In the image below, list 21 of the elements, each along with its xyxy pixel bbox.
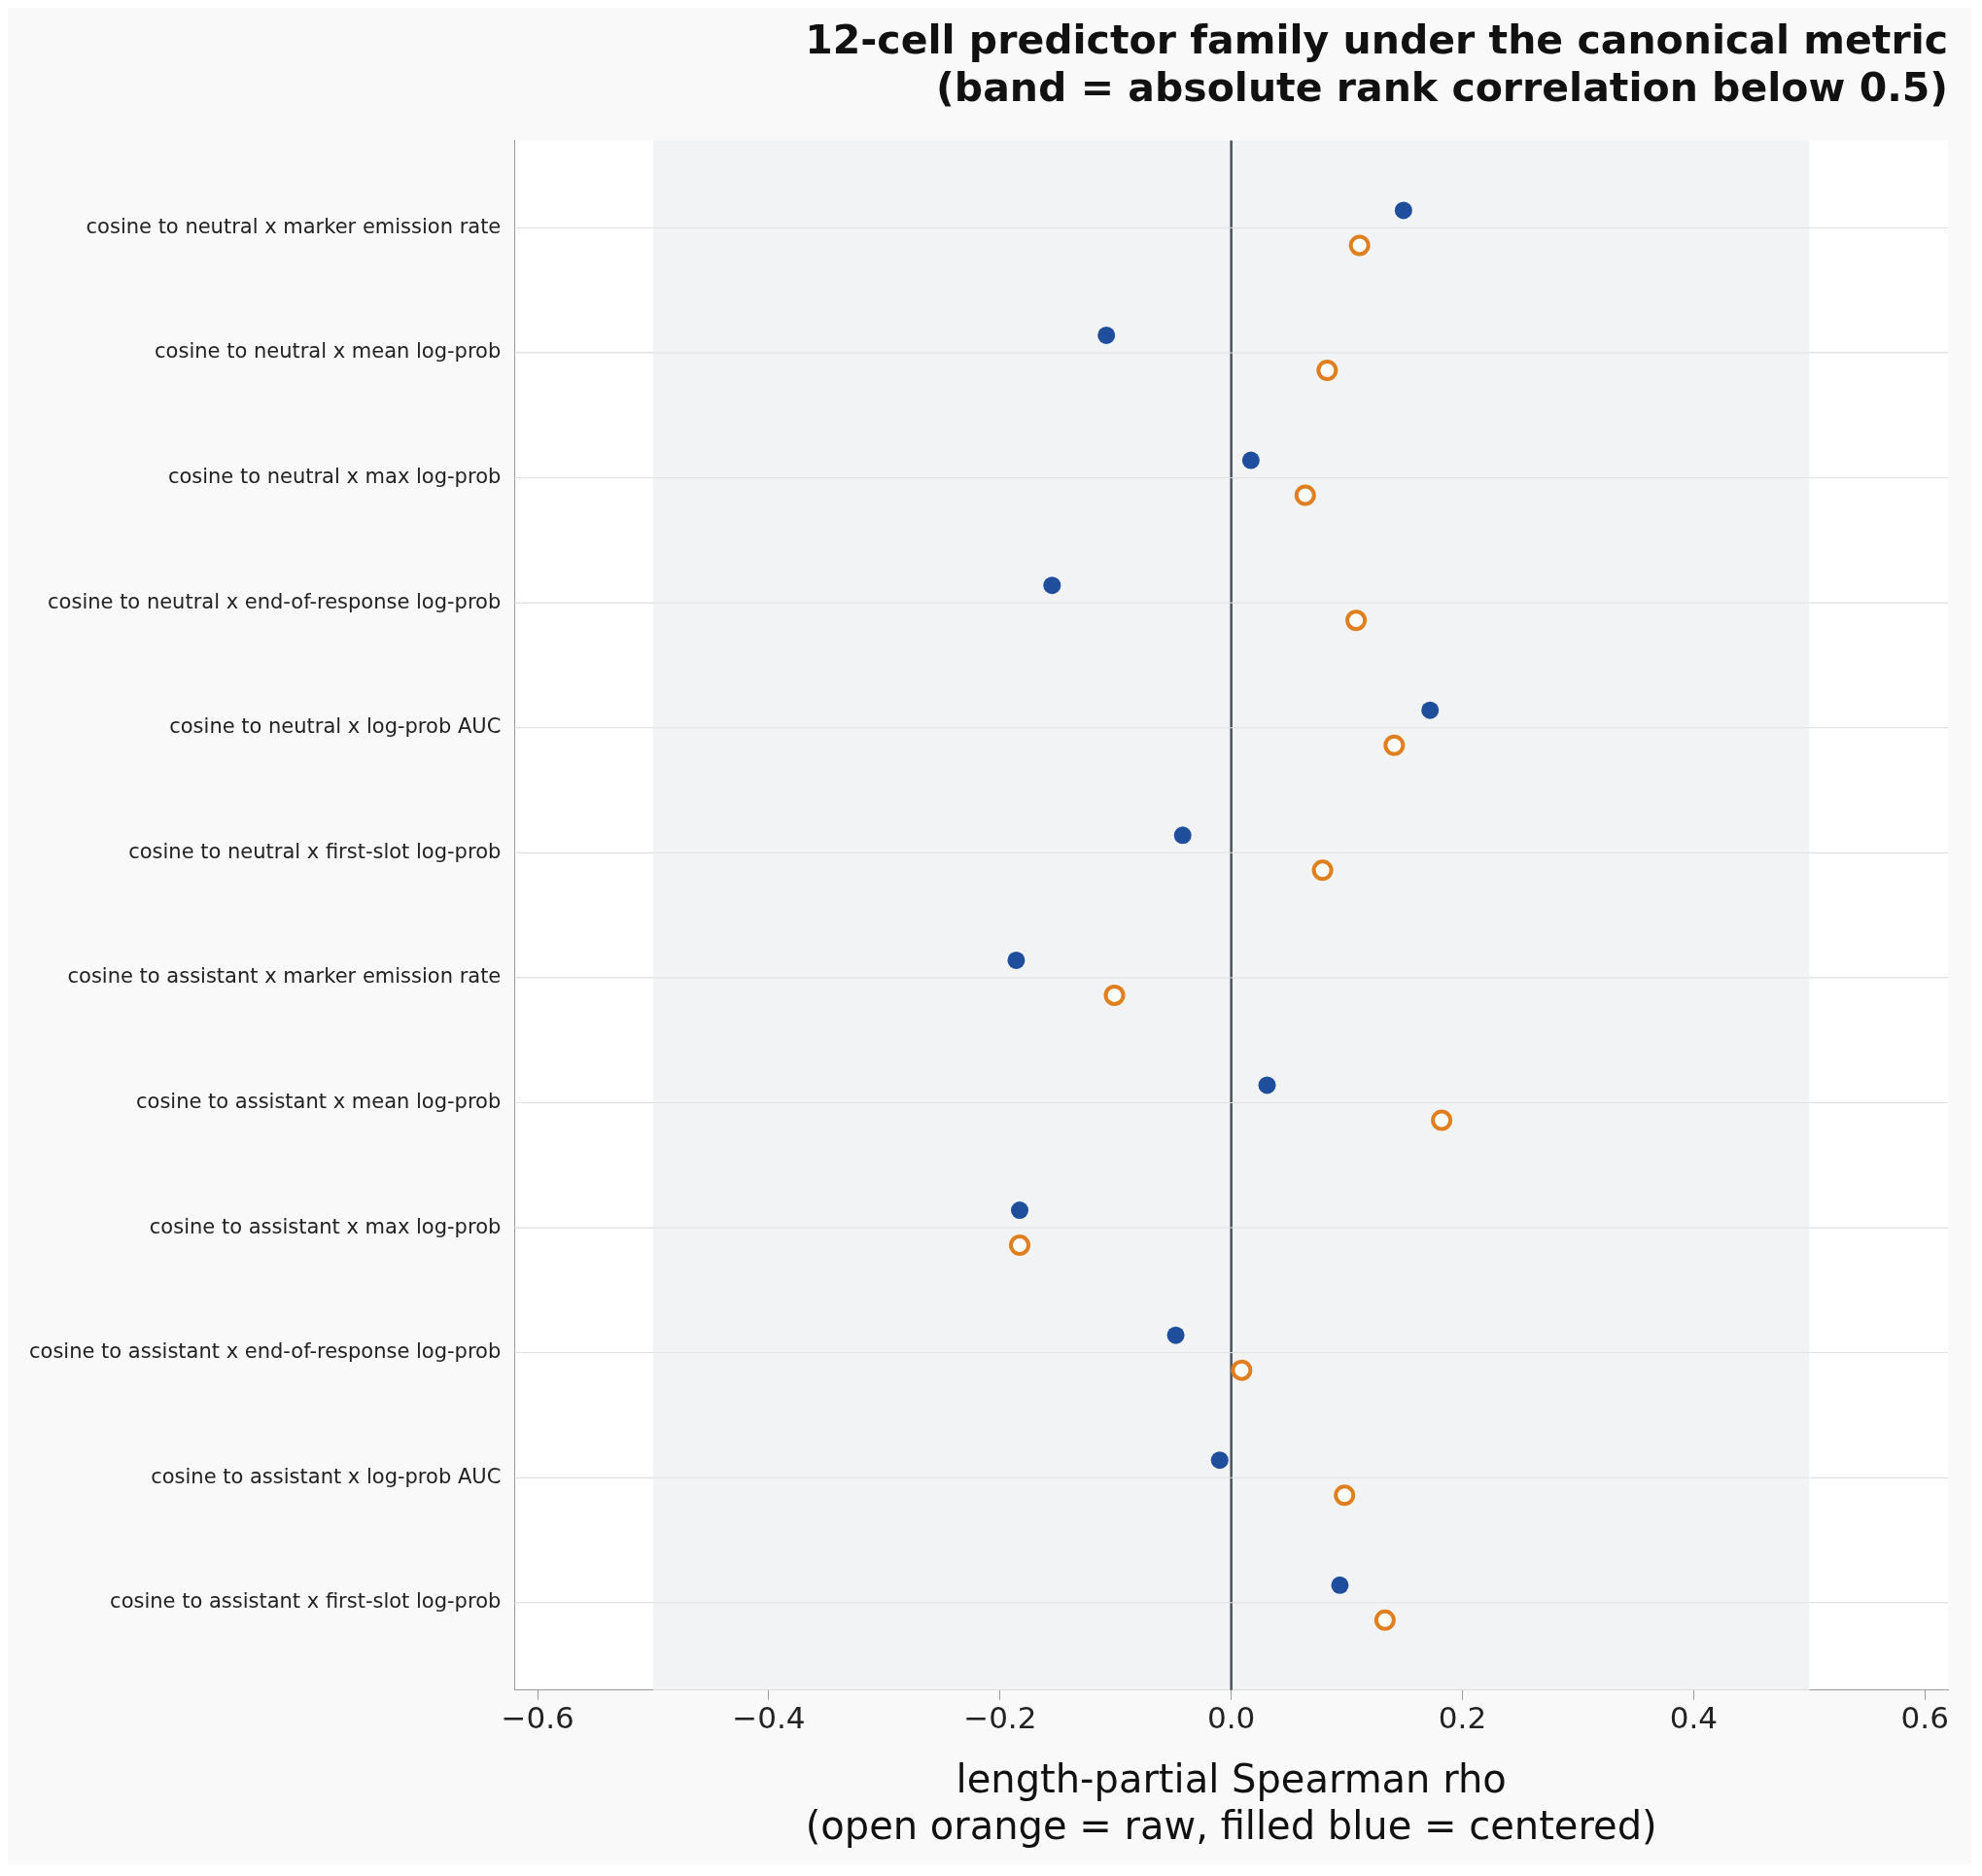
y-tick-label: cosine to neutral x max log-prob xyxy=(167,465,502,489)
x-tick-label: −0.4 xyxy=(732,1700,806,1736)
y-tick-label: cosine to assistant x mean log-prob xyxy=(136,1089,502,1113)
y-tick-label: cosine to assistant x end-of-response log-prob xyxy=(28,1339,502,1364)
x-tick-label: −0.2 xyxy=(963,1700,1037,1736)
chart-title: 12-cell predictor family under the canonical metric (band = absolute rank correlation below 0.5) xyxy=(805,17,1948,112)
y-tick-label: cosine to neutral x first-slot log-prob xyxy=(128,839,502,863)
y-tick-label: cosine to neutral x marker emission rate xyxy=(86,214,502,238)
y-tick-label: cosine to assistant x max log-prob xyxy=(149,1214,502,1238)
y-tick-label: cosine to assistant x marker emission rate xyxy=(67,964,502,989)
y-tick-label: cosine to neutral x end-of-response log-prob xyxy=(48,589,502,613)
x-tick-label: 0.6 xyxy=(1900,1700,1949,1736)
y-tick-label: cosine to assistant x log-prob AUC xyxy=(151,1464,502,1488)
x-tick-label: 0.4 xyxy=(1669,1700,1719,1736)
x-axis-title: length-partial Spearman rho (open orange = raw, filled blue = centered) xyxy=(805,1756,1657,1849)
x-tick-label: −0.6 xyxy=(501,1700,574,1736)
x-tick-label: 0.0 xyxy=(1207,1700,1256,1736)
y-tick-label: cosine to neutral x mean log-prob xyxy=(155,339,502,364)
y-tick-label: cosine to neutral x log-prob AUC xyxy=(169,714,502,739)
x-tick-label: 0.2 xyxy=(1438,1700,1487,1736)
y-tick-label: cosine to assistant x first-slot log-prob xyxy=(110,1589,502,1614)
